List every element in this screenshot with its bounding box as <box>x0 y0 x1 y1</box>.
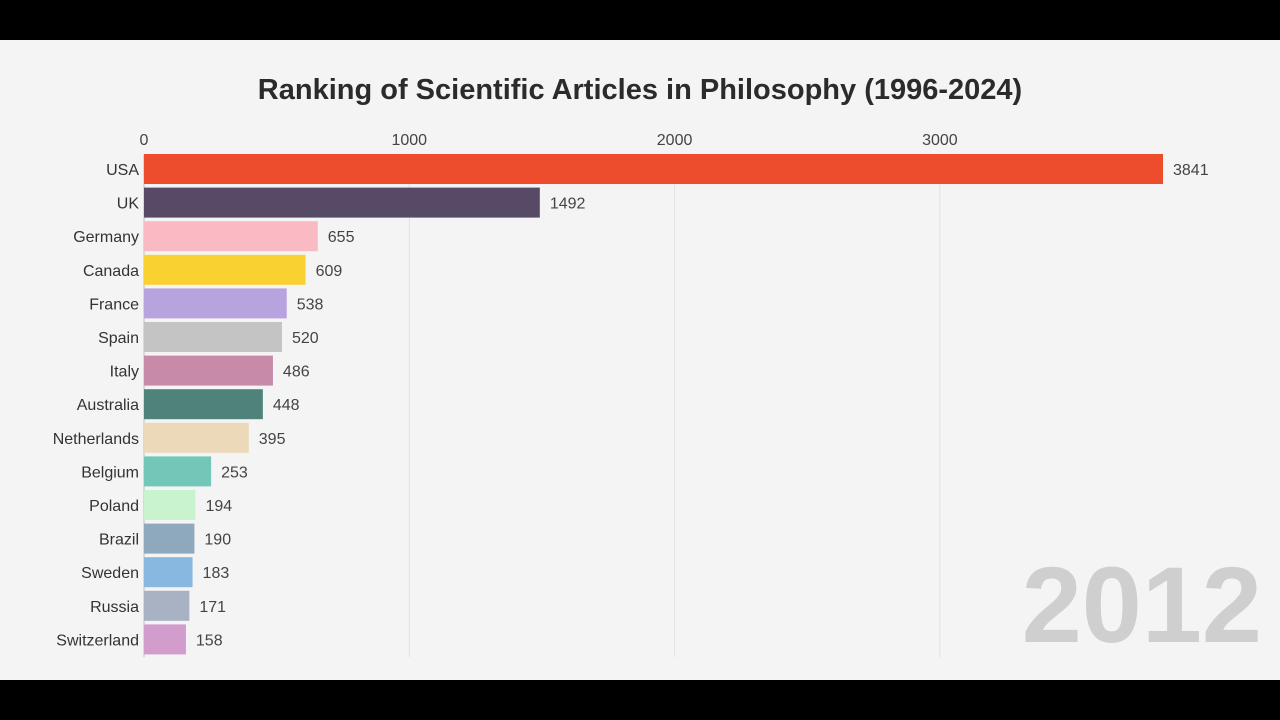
bar <box>144 422 249 453</box>
category-label: UK <box>117 196 140 213</box>
bar-chart: 0 1000 2000 3000 USA 3841 UK 1492 Germany 655 Cana… <box>53 132 1262 665</box>
letterbox-bottom <box>0 680 1280 720</box>
value-label: 183 <box>203 565 230 582</box>
value-label: 520 <box>292 330 319 347</box>
category-label: France <box>89 296 139 313</box>
category-label: Poland <box>89 498 139 515</box>
category-label: Spain <box>98 330 139 347</box>
chart-area: Ranking of Scientific Articles in Philos… <box>0 40 1280 680</box>
x-tick-label: 1000 <box>391 132 427 149</box>
x-tick-label: 2000 <box>657 132 693 149</box>
bar <box>144 557 193 588</box>
bar <box>144 590 190 621</box>
category-label: USA <box>106 162 139 179</box>
category-label: Canada <box>83 263 139 280</box>
value-label: 190 <box>204 532 231 549</box>
chart-title: Ranking of Scientific Articles in Philos… <box>257 74 1023 106</box>
value-label: 486 <box>283 364 310 381</box>
value-label: 1492 <box>550 196 586 213</box>
value-label: 194 <box>205 498 232 515</box>
bar <box>144 187 540 218</box>
bar <box>144 322 282 352</box>
x-tick-label: 0 <box>140 132 149 149</box>
value-label: 253 <box>221 464 248 481</box>
category-label: Italy <box>110 364 139 381</box>
value-label: 158 <box>196 632 223 649</box>
category-label: Australia <box>77 397 139 414</box>
value-label: 655 <box>328 229 355 246</box>
category-label: Russia <box>90 599 139 616</box>
value-label: 448 <box>273 397 300 414</box>
bar <box>144 456 212 487</box>
category-label: Sweden <box>81 565 139 582</box>
bar <box>144 154 1163 184</box>
x-tick-label: 3000 <box>922 132 958 149</box>
letterbox-top <box>0 0 1280 40</box>
bar <box>144 288 287 319</box>
bar <box>144 221 318 252</box>
bar <box>144 254 306 285</box>
bar <box>144 624 186 655</box>
category-label: Brazil <box>99 532 139 549</box>
bar <box>144 389 263 420</box>
bar <box>144 490 196 520</box>
category-label: Netherlands <box>53 431 139 448</box>
value-label: 3841 <box>1173 162 1209 179</box>
bar <box>144 523 195 554</box>
value-label: 395 <box>259 431 286 448</box>
value-label: 538 <box>297 296 324 313</box>
bar <box>144 355 273 386</box>
value-label: 171 <box>199 599 226 616</box>
category-label: Switzerland <box>56 632 139 649</box>
category-label: Belgium <box>81 464 139 481</box>
category-label: Germany <box>73 229 139 246</box>
year-label: 2012 <box>1022 544 1262 665</box>
value-label: 609 <box>316 263 343 280</box>
